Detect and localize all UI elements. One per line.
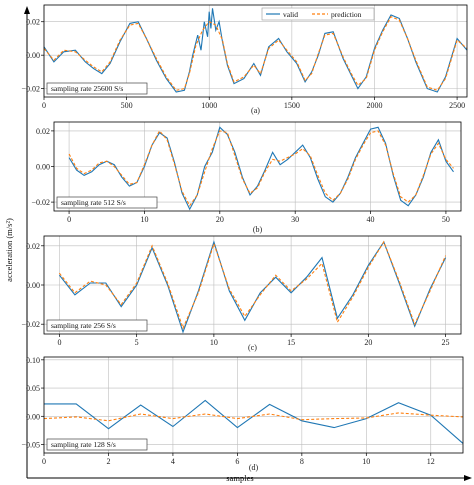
panel-c-caption: (c) [248, 343, 257, 352]
panel-c-xtick-label: 5 [135, 338, 139, 347]
panel-b-ytick-label: −0.02 [31, 198, 50, 207]
panel-a-prediction-line [43, 16, 468, 91]
y-axis-label: acceleration (m/s²) [4, 218, 14, 282]
panel-a-xtick-label: 1000 [201, 101, 217, 110]
panel-a-xtick-label: 2000 [366, 101, 382, 110]
panel-b-xtick-label: 10 [140, 215, 148, 224]
panel-d-annotation-box [46, 438, 148, 451]
panel-d-xtick-label: 2 [106, 457, 110, 466]
panel-d-caption: (d) [249, 463, 259, 472]
panel-a-ytick-label: 0.00 [26, 51, 40, 60]
panel-d-xtick-label: 10 [362, 457, 370, 466]
panel-a-caption: (a) [251, 106, 260, 115]
panel-a-ytick-label: 0.02 [26, 18, 40, 27]
panel-d-ytick-label: −0.05 [21, 441, 40, 450]
panel-d-ytick-label: 0.05 [26, 384, 40, 393]
panel-b-ytick-label: 0.00 [36, 163, 50, 172]
panel-a-xtick-label: 500 [121, 101, 133, 110]
panel-d-xtick-label: 6 [235, 457, 239, 466]
panel-b-xtick-label: 20 [216, 215, 224, 224]
panel-b-caption: (b) [253, 225, 263, 234]
panel-a-xtick-label: 0 [42, 101, 46, 110]
panel-d-frame [43, 356, 464, 454]
panel-d-xtick-label: 12 [427, 457, 435, 466]
panel-d-prediction-line [43, 412, 464, 422]
panel-b-xtick-label: 50 [442, 215, 450, 224]
panel-d-annotation: sampling rate 128 S/s [51, 440, 116, 449]
panel-b-prediction-line [68, 129, 454, 207]
panel-c-xtick-label: 10 [210, 338, 218, 347]
panel-b-xtick-label: 30 [291, 215, 299, 224]
panel-a-valid-line [43, 8, 468, 93]
panel-c-prediction-line [58, 240, 447, 330]
panel-d-ytick-label: 0.00 [26, 412, 40, 421]
panel-b-xtick-label: 0 [67, 215, 71, 224]
panel-c-xtick-label: 15 [287, 338, 295, 347]
panel-a-frame [43, 4, 468, 98]
legend-valid-label: valid [283, 10, 298, 19]
panel-d-xtick-label: 4 [171, 457, 175, 466]
panel-c-ytick-label: −0.02 [21, 320, 40, 329]
panel-d-xtick-label: 0 [42, 457, 46, 466]
panel-a-xtick-label: 2500 [449, 101, 465, 110]
panel-d-ytick-label: 0.10 [26, 356, 40, 365]
panel-c-xtick-label: 0 [57, 338, 61, 347]
panel-a-annotation: sampling rate 25600 S/s [51, 84, 123, 93]
figure-x-arrowhead [464, 475, 472, 481]
figure-y-arrowhead [24, 6, 30, 14]
panel-b-xtick-label: 40 [367, 215, 375, 224]
panel-a-xtick-label: 1500 [284, 101, 300, 110]
panel-c-valid-line [58, 240, 447, 334]
panel-b-annotation: sampling rate 512 S/s [61, 198, 126, 207]
panel-a-ytick-label: −0.02 [21, 85, 40, 94]
legend-prediction-label: prediction [331, 10, 362, 19]
panel-a-annotation-box [46, 82, 148, 95]
panel-c-ytick-label: 0.00 [26, 281, 40, 290]
panel-c-xtick-label: 20 [364, 338, 372, 347]
panel-c-annotation: sampling rate 256 S/s [51, 321, 116, 330]
panel-c-xtick-label: 25 [442, 338, 450, 347]
panel-d-valid-line [44, 399, 464, 444]
panel-d-xtick-label: 8 [300, 457, 304, 466]
panel-b-annotation-box [56, 196, 158, 209]
panel-c-annotation-box [46, 319, 148, 332]
panel-c-ytick-label: 0.02 [26, 242, 40, 251]
panel-b-ytick-label: 0.02 [36, 127, 50, 136]
